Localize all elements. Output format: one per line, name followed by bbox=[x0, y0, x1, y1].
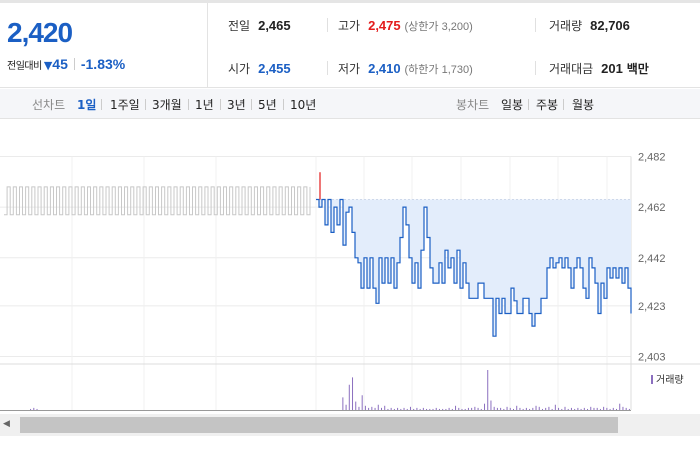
current-day-price-line bbox=[316, 198, 632, 337]
tab-daily-candle[interactable]: 일봉 bbox=[501, 98, 524, 112]
y-axis-labels: 2,403 2,423 2,442 2,462 2,482 bbox=[638, 152, 666, 364]
upper-limit-value: 3,200 bbox=[441, 21, 470, 33]
divider bbox=[535, 18, 536, 32]
change-row: 전일대비 ▼45 -1.83% bbox=[7, 54, 125, 73]
divider bbox=[327, 18, 328, 32]
tab-divider bbox=[563, 99, 564, 110]
y-tick-label: 2,442 bbox=[638, 253, 666, 265]
tab-weekly-candle[interactable]: 주봉 bbox=[536, 98, 559, 112]
upper-limit-label: 상한가 bbox=[408, 21, 439, 33]
volume-legend: 거래량 bbox=[651, 371, 684, 386]
tab-divider bbox=[283, 99, 284, 110]
prev-close-value: 2,465 bbox=[258, 18, 291, 33]
tab-divider bbox=[188, 99, 189, 110]
volume-legend-label: 거래량 bbox=[656, 375, 684, 386]
trade-value-unit: 백만 bbox=[626, 62, 649, 76]
price-chart: 2,403 2,423 2,442 2,462 2,482 bbox=[0, 152, 700, 411]
tab-1-week[interactable]: 1주일 bbox=[110, 98, 140, 112]
volume-value: 82,706 bbox=[590, 18, 630, 33]
chart-grid bbox=[0, 156, 700, 411]
y-tick-label: 2,423 bbox=[638, 301, 666, 313]
tab-1-year[interactable]: 1년 bbox=[195, 98, 214, 112]
line-chart-label: 선차트 bbox=[32, 98, 66, 112]
tab-divider bbox=[145, 99, 146, 110]
trade-value-label: 거래대금 bbox=[549, 62, 594, 76]
high-label: 고가 bbox=[338, 19, 361, 33]
low-stat: 저가 2,410 (하한가 1,730) bbox=[338, 61, 473, 76]
lower-limit-value: 1,730 bbox=[441, 64, 470, 76]
down-arrow-icon: ▼ bbox=[43, 59, 53, 72]
change-label: 전일대비 bbox=[7, 61, 42, 72]
tab-10-years[interactable]: 10년 bbox=[290, 98, 317, 112]
high-stat: 고가 2,475 (상한가 3,200) bbox=[338, 18, 473, 33]
tab-divider bbox=[528, 99, 529, 110]
tab-divider bbox=[101, 99, 102, 110]
volume-label: 거래량 bbox=[549, 19, 583, 33]
low-value: 2,410 bbox=[368, 61, 401, 76]
y-tick-label: 2,403 bbox=[638, 352, 666, 364]
current-price-box: 2,420 전일대비 ▼45 -1.83% bbox=[0, 3, 208, 88]
price-summary: 2,420 전일대비 ▼45 -1.83% 전일 2,465 고가 2,475 (상한가… bbox=[0, 3, 700, 88]
change-divider bbox=[73, 58, 75, 70]
scroll-left-arrow-icon[interactable]: ◀ bbox=[3, 419, 10, 429]
scroll-thumb[interactable] bbox=[20, 417, 618, 433]
candle-chart-label: 봉차트 bbox=[456, 98, 490, 112]
y-tick-label: 2,462 bbox=[638, 202, 666, 214]
tab-divider bbox=[251, 99, 252, 110]
change-value: 45 bbox=[52, 56, 68, 72]
tab-monthly-candle[interactable]: 월봉 bbox=[572, 98, 595, 112]
high-value: 2,475 bbox=[368, 18, 401, 33]
tab-3-years[interactable]: 3년 bbox=[227, 98, 246, 112]
open-value: 2,455 bbox=[258, 61, 291, 76]
volume-swatch bbox=[651, 375, 653, 384]
change-rate: -1.83% bbox=[80, 56, 126, 72]
tab-divider bbox=[220, 99, 221, 110]
tab-3-months[interactable]: 3개월 bbox=[152, 98, 182, 112]
divider bbox=[327, 61, 328, 75]
trade-value-value: 201 bbox=[601, 61, 623, 76]
price-lines bbox=[4, 172, 632, 337]
volume-stat: 거래량 82,706 bbox=[549, 17, 630, 34]
volume-bars bbox=[30, 370, 630, 410]
tab-1-day[interactable]: 1일 bbox=[77, 98, 97, 112]
y-tick-label: 2,482 bbox=[638, 152, 666, 164]
previous-day-price-line bbox=[4, 186, 311, 216]
prev-close-stat: 전일 2,465 bbox=[228, 17, 291, 34]
price-area bbox=[316, 199, 631, 337]
open-stat: 시가 2,455 bbox=[228, 60, 291, 77]
prev-close-label: 전일 bbox=[228, 19, 251, 33]
top-border bbox=[0, 0, 700, 3]
trade-value-stat: 거래대금 201 백만 bbox=[549, 60, 649, 77]
open-label: 시가 bbox=[228, 62, 251, 76]
tab-5-years[interactable]: 5년 bbox=[258, 98, 277, 112]
divider bbox=[535, 61, 536, 75]
current-price: 2,420 bbox=[7, 17, 73, 48]
lower-limit-label: 하한가 bbox=[408, 64, 439, 76]
price-area-fill bbox=[316, 199, 631, 337]
chart-scrollbar[interactable]: ◀ bbox=[0, 414, 700, 436]
low-label: 저가 bbox=[338, 62, 361, 76]
chart-tab-bar: 선차트 1일 1주일 3개월 1년 3년 5년 10년 봉차트 일봉 주봉 월봉 bbox=[0, 89, 700, 119]
